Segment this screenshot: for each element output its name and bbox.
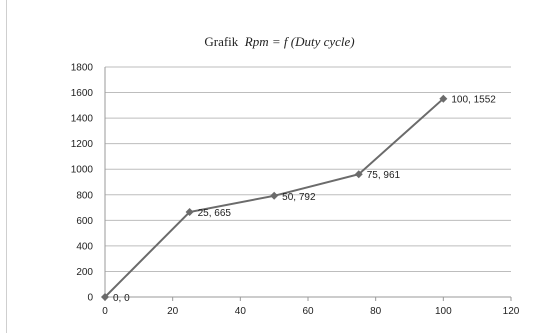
y-tick-label: 1200 bbox=[71, 139, 94, 150]
data-point-marker bbox=[101, 293, 109, 301]
chart-title-expression: Rpm = f (Duty cycle) bbox=[244, 34, 355, 49]
y-tick-label: 1600 bbox=[71, 88, 94, 99]
y-tick-label: 1400 bbox=[71, 114, 94, 125]
data-label: 0, 0 bbox=[113, 293, 130, 304]
x-tick-label: 0 bbox=[102, 306, 108, 317]
x-tick-label: 100 bbox=[435, 306, 452, 317]
y-tick-label: 800 bbox=[76, 190, 93, 201]
frame-border bbox=[6, 0, 7, 333]
data-label: 100, 1552 bbox=[451, 95, 496, 106]
data-label: 75, 961 bbox=[367, 170, 401, 181]
data-point-marker bbox=[354, 170, 363, 179]
y-tick-label: 1000 bbox=[71, 165, 94, 176]
data-point-marker bbox=[270, 191, 279, 200]
chart-title: Grafik Rpm = f (Duty cycle) bbox=[0, 34, 559, 50]
data-point-marker bbox=[439, 94, 448, 103]
x-tick-label: 80 bbox=[370, 306, 382, 317]
y-tick-label: 600 bbox=[76, 216, 93, 227]
x-tick-label: 20 bbox=[167, 306, 179, 317]
y-tick-label: 0 bbox=[87, 293, 93, 304]
data-label: 50, 792 bbox=[282, 192, 316, 203]
data-point-marker bbox=[185, 208, 194, 217]
data-label: 25, 665 bbox=[198, 208, 232, 219]
y-tick-label: 1800 bbox=[71, 63, 94, 74]
x-tick-label: 120 bbox=[503, 306, 520, 317]
y-tick-label: 400 bbox=[76, 241, 93, 252]
x-tick-label: 40 bbox=[235, 306, 247, 317]
x-tick-label: 60 bbox=[302, 306, 314, 317]
chart-title-prefix: Grafik bbox=[204, 34, 239, 49]
y-tick-label: 200 bbox=[76, 267, 93, 278]
